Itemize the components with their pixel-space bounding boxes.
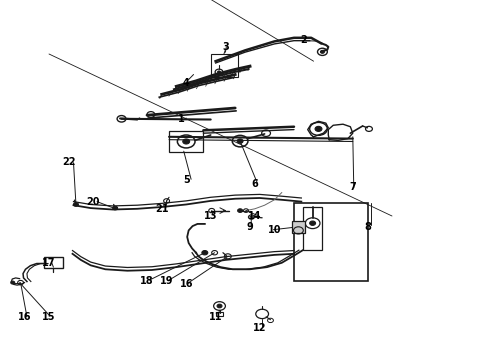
Text: 10: 10 bbox=[268, 225, 281, 235]
Circle shape bbox=[238, 209, 243, 212]
Text: 9: 9 bbox=[246, 222, 253, 232]
Text: 4: 4 bbox=[183, 78, 190, 88]
Circle shape bbox=[310, 221, 316, 225]
Text: 8: 8 bbox=[364, 222, 371, 232]
Text: 1: 1 bbox=[178, 114, 185, 124]
Text: 18: 18 bbox=[140, 276, 154, 286]
Circle shape bbox=[11, 281, 15, 284]
Text: 16: 16 bbox=[18, 312, 31, 322]
Text: 11: 11 bbox=[209, 312, 222, 322]
Text: 3: 3 bbox=[222, 42, 229, 52]
Bar bbox=[216, 312, 223, 316]
Bar bbox=[303, 207, 322, 250]
Text: 5: 5 bbox=[183, 175, 190, 185]
Circle shape bbox=[320, 50, 324, 53]
Text: 7: 7 bbox=[349, 182, 356, 192]
Text: 2: 2 bbox=[300, 35, 307, 45]
Bar bbox=[169, 131, 203, 152]
Text: 20: 20 bbox=[86, 197, 100, 207]
Text: 21: 21 bbox=[155, 204, 169, 214]
Text: 15: 15 bbox=[42, 312, 56, 322]
Text: 17: 17 bbox=[42, 258, 56, 268]
Bar bbox=[294, 203, 368, 281]
Circle shape bbox=[315, 126, 322, 131]
Text: 19: 19 bbox=[160, 276, 173, 286]
Text: 12: 12 bbox=[253, 323, 267, 333]
Circle shape bbox=[183, 139, 190, 144]
Text: 13: 13 bbox=[204, 211, 218, 221]
Circle shape bbox=[237, 139, 243, 143]
Circle shape bbox=[74, 203, 78, 206]
Circle shape bbox=[202, 251, 208, 255]
Circle shape bbox=[113, 206, 118, 210]
Text: 16: 16 bbox=[179, 279, 193, 289]
Bar bbox=[44, 257, 63, 268]
Circle shape bbox=[217, 304, 222, 308]
Circle shape bbox=[218, 71, 220, 73]
Text: 6: 6 bbox=[251, 179, 258, 189]
Bar bbox=[211, 54, 238, 77]
Text: 22: 22 bbox=[62, 157, 75, 167]
Text: 14: 14 bbox=[248, 211, 262, 221]
Bar bbox=[292, 221, 305, 233]
